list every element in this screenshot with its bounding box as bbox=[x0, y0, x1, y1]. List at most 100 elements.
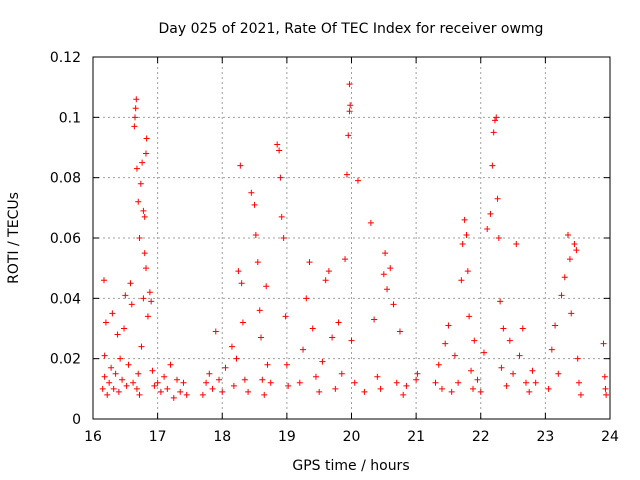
roti-point bbox=[558, 292, 565, 299]
roti-point bbox=[180, 379, 187, 386]
roti-point bbox=[474, 376, 481, 383]
roti-point bbox=[128, 301, 135, 308]
roti-point bbox=[239, 319, 246, 326]
roti-point bbox=[463, 231, 470, 238]
roti-point bbox=[109, 310, 116, 317]
roti-point bbox=[555, 370, 562, 377]
roti-point bbox=[263, 283, 270, 290]
roti-point bbox=[309, 325, 316, 332]
roti-point bbox=[519, 325, 526, 332]
roti-point bbox=[170, 394, 177, 401]
roti-point bbox=[99, 385, 106, 392]
roti-point bbox=[348, 337, 355, 344]
grid-lines bbox=[93, 57, 610, 419]
roti-point bbox=[468, 367, 475, 374]
roti-point bbox=[487, 210, 494, 217]
roti-point bbox=[252, 231, 259, 238]
roti-point bbox=[522, 379, 529, 386]
roti-point bbox=[235, 268, 242, 275]
x-axis-title: GPS time / hours bbox=[292, 458, 409, 474]
roti-point bbox=[312, 373, 319, 380]
roti-point bbox=[238, 280, 245, 287]
roti-point bbox=[114, 331, 121, 338]
roti-point bbox=[133, 165, 140, 172]
roti-point bbox=[183, 391, 190, 398]
roti-point bbox=[164, 385, 171, 392]
roti-point bbox=[367, 219, 374, 226]
data-points bbox=[99, 81, 610, 401]
roti-point bbox=[319, 358, 326, 365]
roti-point bbox=[464, 268, 471, 275]
roti-point bbox=[346, 108, 353, 115]
roti-point bbox=[264, 361, 271, 368]
roti-point bbox=[161, 373, 168, 380]
roti-point bbox=[351, 379, 358, 386]
chart-title: Day 025 of 2021, Rate Of TEC Index for r… bbox=[159, 21, 544, 37]
roti-point bbox=[354, 177, 361, 184]
roti-point bbox=[138, 343, 145, 350]
roti-point bbox=[495, 235, 502, 241]
y-tick-label: 0.06 bbox=[50, 231, 81, 247]
roti-point bbox=[106, 379, 113, 386]
roti-point bbox=[490, 129, 497, 136]
roti-point bbox=[112, 370, 119, 377]
roti-point bbox=[346, 81, 353, 88]
roti-point bbox=[516, 352, 523, 359]
y-tick-label: 0.04 bbox=[50, 291, 81, 307]
roti-point bbox=[261, 391, 268, 398]
roti-point bbox=[306, 259, 313, 266]
roti-point bbox=[347, 102, 354, 109]
roti-point bbox=[458, 277, 465, 284]
roti-point bbox=[151, 382, 158, 389]
roti-point bbox=[371, 316, 378, 323]
roti-point bbox=[119, 376, 126, 383]
roti-point bbox=[345, 132, 352, 139]
roti-point bbox=[133, 96, 140, 103]
y-tick-label: 0.08 bbox=[50, 171, 81, 187]
roti-point bbox=[101, 352, 108, 359]
roti-point bbox=[601, 373, 608, 380]
roti-point bbox=[251, 201, 258, 208]
roti-point bbox=[332, 385, 339, 392]
roti-point bbox=[245, 388, 252, 395]
roti-point bbox=[130, 379, 137, 386]
roti-point bbox=[566, 256, 573, 263]
roti-point bbox=[329, 334, 336, 341]
roti-point bbox=[387, 265, 394, 272]
roti-point bbox=[571, 241, 578, 248]
roti-point bbox=[157, 388, 164, 395]
roti-point bbox=[131, 123, 138, 130]
roti-point bbox=[282, 313, 289, 320]
x-tick-label: 24 bbox=[601, 429, 619, 445]
y-tick-label: 0.1 bbox=[59, 110, 81, 126]
roti-point bbox=[136, 391, 143, 398]
roti-point bbox=[140, 295, 147, 302]
roti-point bbox=[108, 364, 115, 371]
roti-point bbox=[480, 349, 487, 356]
roti-point bbox=[248, 189, 255, 196]
y-tick-label: 0.12 bbox=[50, 50, 81, 66]
roti-point bbox=[384, 286, 391, 293]
x-tick-label: 19 bbox=[278, 429, 296, 445]
roti-point bbox=[104, 391, 111, 398]
roti-point bbox=[545, 385, 552, 392]
roti-point bbox=[477, 388, 484, 395]
roti-point bbox=[143, 135, 150, 142]
roti-point bbox=[132, 105, 139, 112]
roti-point bbox=[455, 379, 462, 386]
roti-point bbox=[267, 379, 274, 386]
roti-point bbox=[277, 174, 284, 181]
roti-point bbox=[209, 385, 216, 392]
roti-point bbox=[285, 382, 292, 389]
roti-point bbox=[494, 195, 501, 202]
roti-point bbox=[137, 180, 144, 187]
roti-point bbox=[254, 259, 261, 266]
roti-point bbox=[489, 162, 496, 169]
roti-point bbox=[448, 388, 455, 395]
roti-point bbox=[393, 379, 400, 386]
y-axis-title: ROTI / TECUs bbox=[6, 192, 22, 284]
roti-point bbox=[216, 376, 223, 383]
roti-point bbox=[498, 364, 505, 371]
roti-point bbox=[574, 355, 581, 362]
x-tick-label: 22 bbox=[472, 429, 490, 445]
